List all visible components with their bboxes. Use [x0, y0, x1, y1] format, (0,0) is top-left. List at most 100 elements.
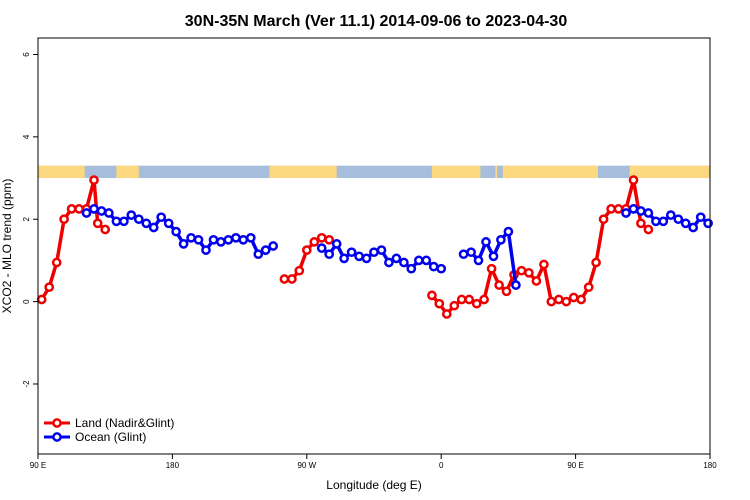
series-1-point-0-17 — [208, 234, 219, 245]
y-tick-label-3: 4 — [22, 134, 31, 139]
y-tick-label-4: 6 — [22, 52, 31, 57]
series-1-point-0-9 — [148, 222, 159, 233]
series-1-point-0-0 — [81, 208, 92, 218]
series-0-point-2-21 — [583, 282, 594, 293]
legend: Land (Nadir&Glint)Ocean (Glint) — [44, 416, 174, 444]
series-0-point-2-29 — [643, 224, 654, 235]
band-land-1 — [116, 165, 139, 179]
chart-title: 30N-35N March (Ver 11.1) 2014-09-06 to 2… — [185, 13, 568, 30]
series-1-point-0-23 — [253, 249, 264, 260]
x-axis: 90 E 180 90 W 0 90 E 180 — [30, 454, 717, 470]
x-tick-label-0: 90 E — [30, 461, 46, 470]
series-1-point-0-2 — [96, 206, 107, 216]
series-1-point-1-4 — [346, 247, 357, 258]
series-1-point-0-11 — [163, 218, 174, 229]
series-0-point-0-5 — [74, 204, 84, 214]
band-land-4 — [495, 165, 498, 179]
x-tick-label-5: 180 — [703, 461, 717, 470]
series-0-point-2-23 — [598, 214, 609, 225]
series-1-point-3-1 — [628, 204, 639, 214]
series-0-point-2-1 — [434, 298, 445, 309]
series-1-point-1-1 — [324, 249, 335, 260]
x-tick-label-4: 90 E — [567, 461, 583, 470]
band-land-3 — [431, 165, 481, 179]
plot-frame — [37, 37, 711, 455]
series-1-point-1-8 — [376, 245, 387, 255]
series-1-point-1-9 — [384, 257, 394, 268]
series-0-point-2-5 — [464, 294, 475, 305]
series-1-point-0-25 — [268, 241, 279, 251]
series-0-point-2-6 — [471, 298, 482, 309]
series-1-point-3-5 — [658, 216, 669, 227]
band-land-6 — [629, 165, 710, 179]
series-0-point-0-1 — [44, 282, 55, 293]
series-1-point-0-20 — [231, 232, 241, 243]
series-1-point-3-3 — [643, 208, 654, 218]
series-1-point-3-11 — [703, 218, 713, 229]
series-1-point-1-7 — [369, 247, 379, 258]
series-1-point-2-7 — [511, 280, 521, 290]
series-0-point-0-2 — [51, 257, 62, 268]
y-axis: -2 0 2 4 6 — [22, 52, 38, 388]
series-0-point-2-18 — [561, 296, 572, 307]
series-1-point-2-5 — [496, 234, 506, 245]
series-1-point-0-1 — [89, 204, 99, 214]
series-1-point-0-7 — [133, 214, 144, 225]
series-1-point-1-11 — [399, 257, 409, 268]
series-1-point-1-5 — [354, 251, 364, 262]
x-axis-label: Longitude (deg E) — [326, 478, 421, 492]
series-1-point-3-9 — [688, 222, 699, 233]
series-0-point-1-6 — [324, 234, 335, 245]
series-0-point-2-19 — [568, 292, 579, 303]
series-1-point-0-3 — [104, 208, 114, 218]
series-1-point-1-10 — [391, 253, 402, 264]
legend-label-1: Ocean (Glint) — [75, 430, 146, 444]
series-0-point-2-13 — [524, 267, 534, 278]
y-tick-label-1: 0 — [22, 299, 31, 304]
legend-swatch-marker-1 — [52, 432, 62, 442]
series-0-point-2-3 — [449, 300, 460, 311]
series-1-point-2-2 — [473, 255, 484, 266]
series-0-point-2-4 — [456, 294, 467, 305]
legend-label-0: Land (Nadir&Glint) — [75, 416, 174, 430]
series-1-point-1-15 — [428, 261, 439, 272]
series-0-point-0-8 — [92, 218, 103, 229]
x-tick-label-2: 90 W — [297, 461, 316, 470]
series-1-point-1-16 — [436, 263, 447, 274]
series-0-point-1-2 — [294, 265, 305, 276]
land-ocean-band — [38, 165, 710, 179]
series-0-point-0-9 — [100, 224, 111, 235]
series-1-point-0-14 — [186, 232, 196, 243]
series-1-point-1-3 — [339, 253, 349, 264]
series-0-point-2-28 — [636, 218, 646, 229]
series-1-point-1-0 — [316, 243, 327, 253]
series-1-point-3-2 — [636, 206, 646, 216]
series-0-point-2-24 — [606, 204, 616, 214]
y-axis-label: XCO2 - MLO trend (ppm) — [0, 179, 14, 314]
series-0-point-2-25 — [613, 204, 624, 214]
series-0-point-1-1 — [287, 274, 297, 284]
series-0-line-2 — [430, 178, 650, 316]
series-1-point-0-18 — [216, 237, 226, 247]
series-1-point-1-12 — [406, 263, 417, 274]
series-1-point-2-3 — [481, 237, 491, 247]
series-1-point-0-8 — [141, 218, 152, 229]
series-0-line-0 — [40, 178, 107, 301]
x-tick-label-1: 180 — [166, 461, 180, 470]
series-1-point-0-12 — [171, 226, 181, 237]
series-1-point-2-1 — [466, 247, 476, 258]
y-tick-label-2: 2 — [22, 216, 31, 221]
legend-item-1: Ocean (Glint) — [44, 430, 146, 444]
series-0-point-2-15 — [539, 259, 549, 270]
band-land-2 — [269, 165, 337, 179]
series-0-point-1-4 — [309, 237, 320, 247]
series-0-point-2-7 — [479, 294, 489, 305]
series-0-point-2-22 — [591, 257, 601, 268]
series-0-point-2-20 — [576, 294, 587, 305]
series-0-point-2-8 — [486, 263, 497, 274]
series-0-point-2-16 — [546, 296, 557, 307]
series-1-point-2-6 — [503, 226, 514, 237]
series-1-point-0-24 — [260, 245, 271, 255]
series-0-point-2-2 — [441, 309, 452, 319]
